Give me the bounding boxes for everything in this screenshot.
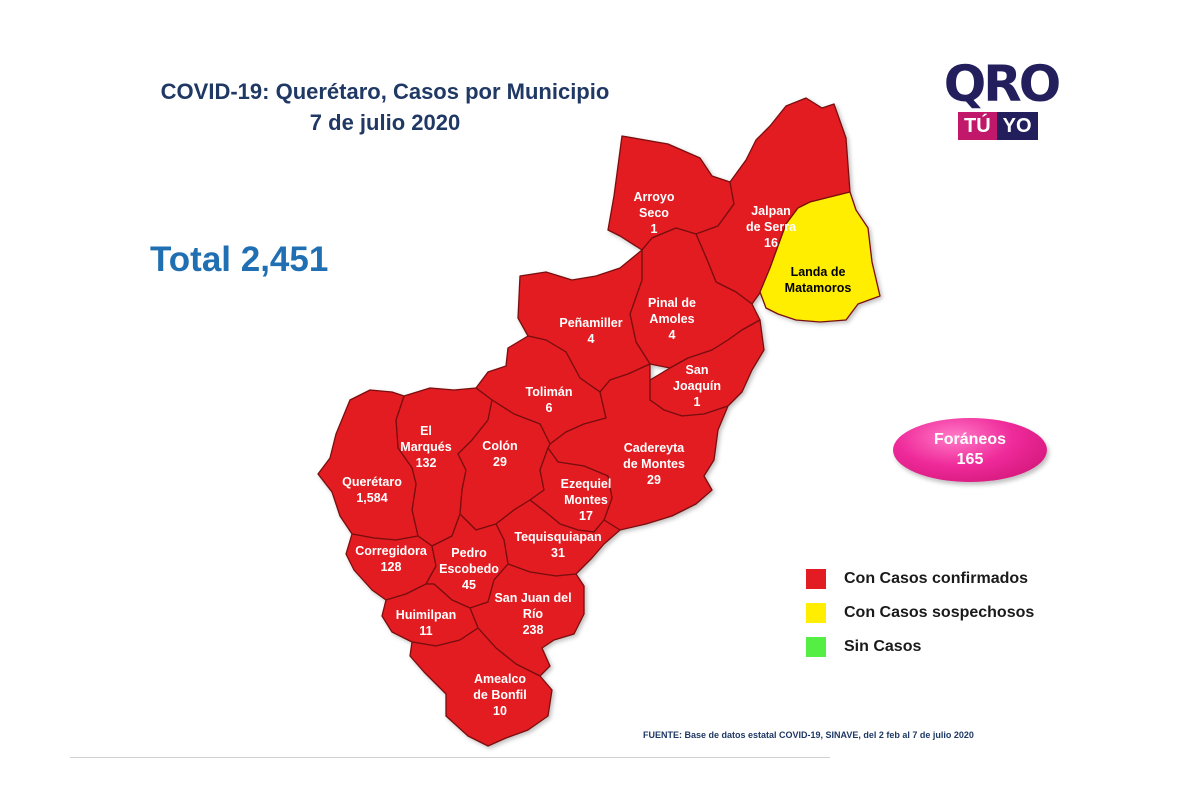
- foraneos-label: Foráneos: [933, 431, 1006, 448]
- foraneos-badge: Foráneos 165: [893, 418, 1047, 482]
- total-cases: Total 2,451: [150, 240, 329, 279]
- legend-item-none: Sin Casos: [806, 630, 1034, 664]
- label-huimilpan: Huimilpan 11: [395, 608, 457, 638]
- legend-label-suspected: Con Casos sospechosos: [844, 604, 1035, 621]
- label-queretaro: Querétaro 1,584: [342, 475, 402, 505]
- label-landa-de-matamoros: Landa de Matamoros: [784, 265, 852, 295]
- label-arroyo-seco: Arroyo Seco 1: [633, 190, 675, 236]
- label-el-marques: El Marqués 132: [400, 424, 452, 470]
- label-jalpan-de-serra: Jalpan de Serra 16: [745, 204, 797, 250]
- label-penamiller: Peñamiller 4: [559, 316, 623, 346]
- label-san-joaquin: San Joaquín 1: [673, 363, 721, 409]
- label-pinal-de-amoles: Pinal de Amoles 4: [648, 296, 696, 342]
- map-title-line2: 7 de julio 2020: [309, 110, 461, 135]
- legend-label-confirmed: Con Casos confirmados: [844, 570, 1029, 587]
- legend-item-suspected: Con Casos sospechosos: [806, 596, 1034, 630]
- foraneos-value: 165: [956, 451, 984, 468]
- label-corregidora: Corregidora 128: [355, 544, 427, 574]
- label-colon: Colón 29: [482, 439, 518, 469]
- legend-swatch-confirmed: [806, 569, 826, 589]
- region-landa-de-matamoros: [759, 191, 881, 323]
- legend-item-confirmed: Con Casos confirmados: [806, 562, 1034, 596]
- legend-swatch-none: [806, 637, 826, 657]
- source-note: FUENTE: Base de datos estatal COVID-19, …: [643, 730, 974, 740]
- label-toliman: Tolimán 6: [525, 385, 573, 415]
- logo-tu: TÚ: [958, 112, 997, 140]
- logo-main-text: QRO: [943, 55, 1062, 113]
- legend: Con Casos confirmados Con Casos sospecho…: [806, 562, 1034, 664]
- legend-swatch-suspected: [806, 603, 826, 623]
- legend-label-none: Sin Casos: [844, 638, 922, 655]
- label-cadereyta-de-montes: Cadereyta de Montes 29: [623, 441, 685, 487]
- region-amealco-de-bonfil: [409, 627, 553, 747]
- divider: [70, 757, 830, 758]
- logo-sub: TÚ YO: [958, 112, 1038, 140]
- map-title-line1: COVID-19: Querétaro, Casos por Municipio: [160, 79, 610, 104]
- qro-logo: QRO TÚ YO: [936, 56, 1066, 146]
- label-tequisquiapan: Tequisquiapan 31: [514, 530, 602, 560]
- label-pedro-escobedo: Pedro Escobedo 45: [439, 546, 499, 592]
- label-ezequiel-montes: Ezequiel Montes 17: [560, 477, 612, 523]
- label-amealco-de-bonfil: Amealco de Bonfil 10: [473, 672, 527, 718]
- logo-yo: YO: [996, 112, 1038, 140]
- map-title: COVID-19: Querétaro, Casos por Municipio…: [100, 76, 670, 138]
- label-san-juan-del-rio: San Juan del Río 238: [494, 591, 572, 637]
